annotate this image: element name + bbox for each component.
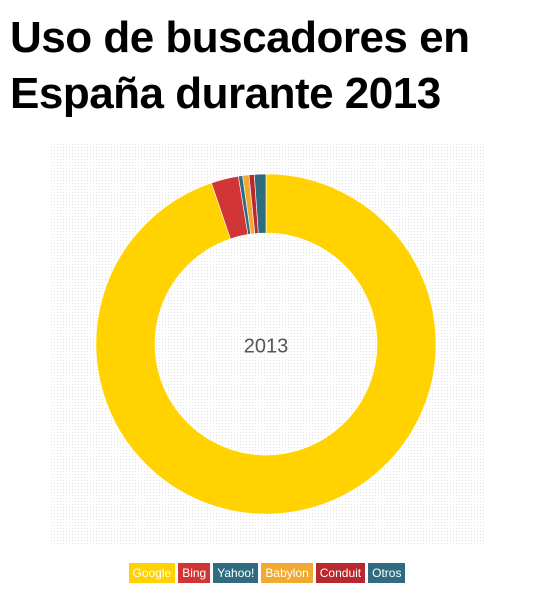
legend-item-conduit[interactable]: Conduit <box>315 563 366 583</box>
chart-panel: 2013 <box>50 143 484 545</box>
donut-chart: 2013 <box>95 173 437 515</box>
legend-item-bing[interactable]: Bing <box>178 563 211 583</box>
legend-item-google[interactable]: Google <box>128 563 176 583</box>
slice-google[interactable] <box>95 173 437 515</box>
donut-center-label: 2013 <box>244 335 289 357</box>
legend-item-babylon[interactable]: Babylon <box>261 563 313 583</box>
chart-title: Uso de buscadores en España durante 2013 <box>10 13 470 118</box>
donut-slices <box>95 173 437 515</box>
slice-otros[interactable] <box>253 173 267 234</box>
chart-legend: Google Bing Yahoo! Babylon Conduit Otros <box>0 563 534 583</box>
legend-item-yahoo[interactable]: Yahoo! <box>213 563 259 583</box>
legend-item-otros[interactable]: Otros <box>368 563 406 583</box>
